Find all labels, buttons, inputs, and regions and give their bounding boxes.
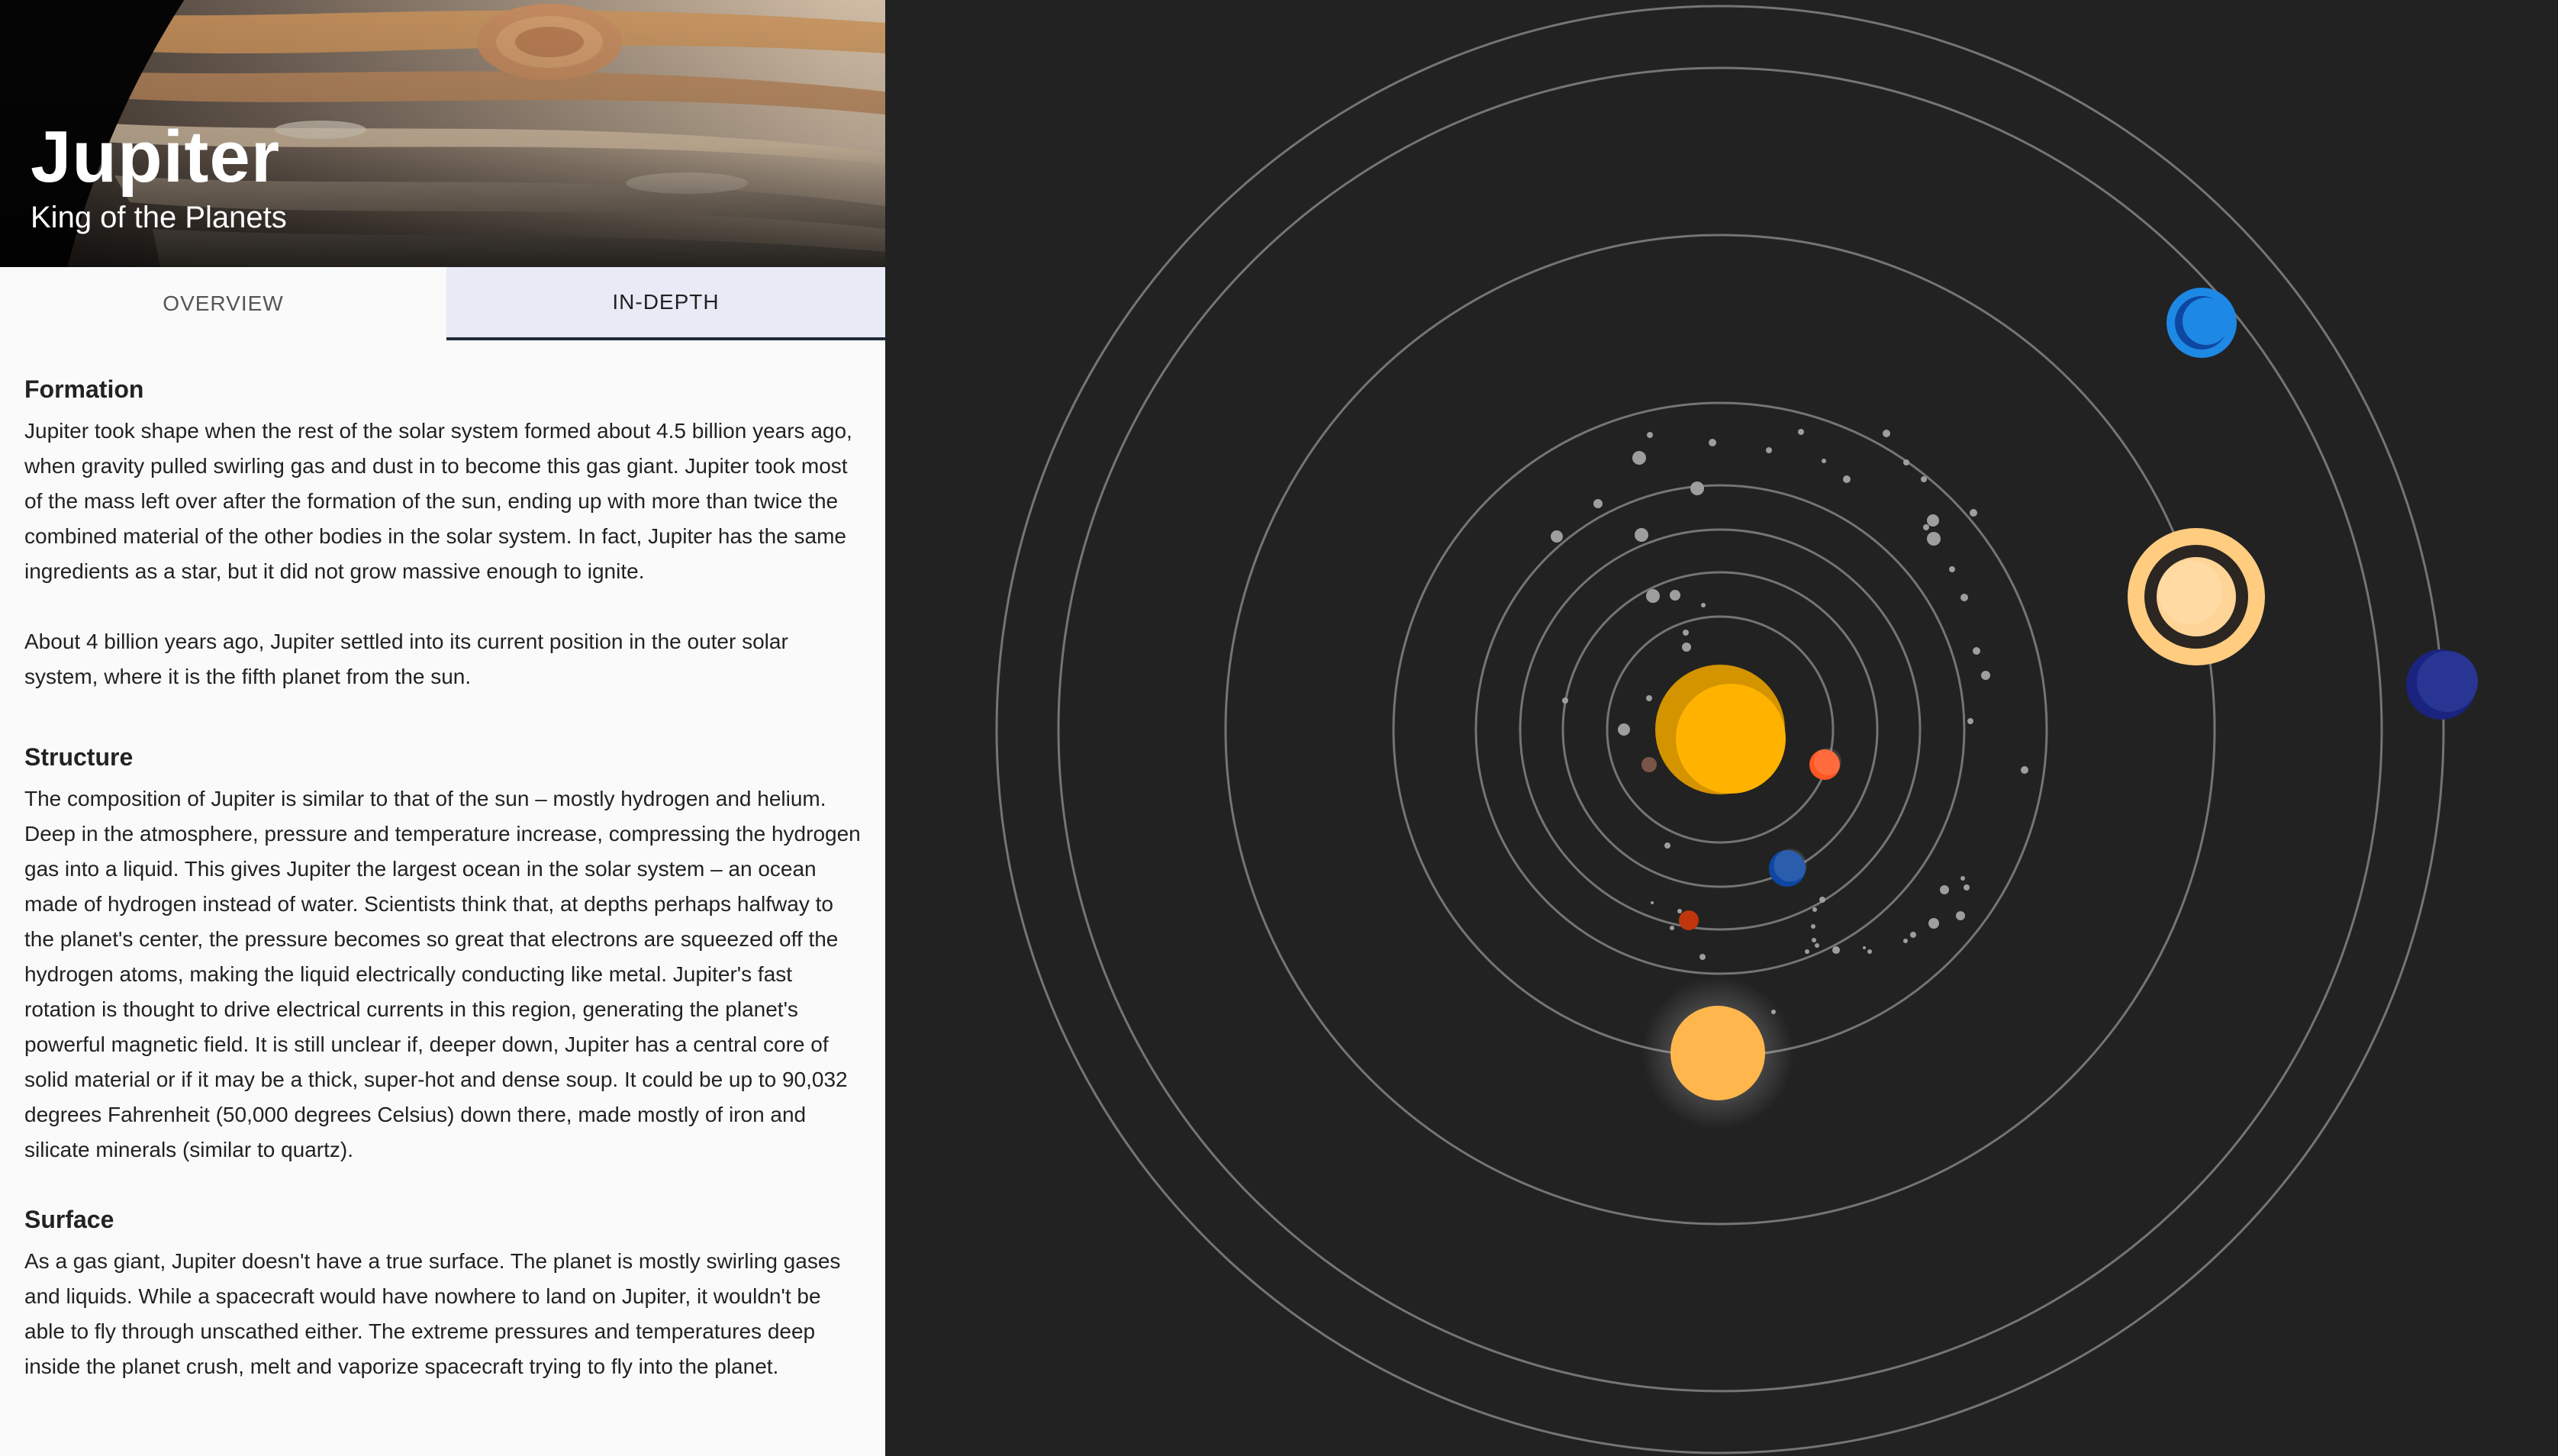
section-paragraph: As a gas giant, Jupiter doesn't have a t… (24, 1249, 841, 1378)
asteroid (1960, 594, 1968, 601)
orbit-ring (1561, 571, 1879, 888)
asteroid (1646, 695, 1652, 701)
planet-info-panel: Jupiter King of the Planets OVERVIEW IN-… (0, 0, 885, 1456)
tab-bar: OVERVIEW IN-DEPTH (0, 267, 885, 340)
asteroid (1956, 911, 1965, 920)
asteroid (1903, 939, 1908, 943)
asteroid (1651, 901, 1654, 904)
asteroid (1863, 946, 1866, 949)
asteroid (1551, 530, 1563, 543)
section-heading: Structure (24, 743, 134, 771)
asteroid (1940, 885, 1949, 894)
section-structure: Structure The composition of Jupiter is … (24, 742, 864, 1168)
planet-title: Jupiter (31, 116, 281, 198)
asteroid (1699, 954, 1706, 960)
asteroid (1923, 524, 1929, 530)
asteroid (1973, 647, 1980, 655)
tab-in-depth[interactable]: IN-DEPTH (446, 267, 885, 340)
asteroid (1883, 430, 1890, 437)
asteroid (1910, 932, 1916, 938)
planet-subtitle: King of the Planets (31, 201, 287, 234)
asteroid (1632, 451, 1646, 465)
asteroid (1970, 509, 1977, 517)
asteroid (1670, 926, 1674, 930)
asteroid (1682, 643, 1691, 652)
asteroid (1832, 946, 1840, 954)
asteroid (1562, 697, 1568, 704)
tab-overview[interactable]: OVERVIEW (0, 267, 446, 340)
asteroid-belt (1551, 429, 2028, 1014)
solar-system-diagram (995, 5, 2478, 1454)
asteroid (1646, 589, 1660, 603)
asteroid (1677, 909, 1682, 913)
asteroid (1815, 943, 1819, 948)
section-surface: Surface As a gas giant, Jupiter doesn't … (24, 1204, 864, 1384)
asteroid (1709, 439, 1716, 446)
in-depth-content: Formation Jupiter took shape when the re… (24, 340, 864, 1419)
asteroid (1819, 897, 1825, 903)
section-paragraph: Jupiter took shape when the rest of the … (24, 419, 852, 583)
orbit-ring (1519, 528, 1922, 931)
asteroid (1701, 603, 1706, 607)
asteroid (1766, 447, 1772, 453)
orbit-ring (1474, 484, 1966, 975)
asteroid (1967, 718, 1973, 724)
asteroid (1928, 918, 1939, 929)
asteroid (1635, 528, 1648, 542)
asteroid (1647, 432, 1653, 438)
uranus-planet[interactable] (2167, 288, 2237, 358)
asteroid (1927, 532, 1941, 546)
earth-planet[interactable] (1769, 849, 1807, 887)
mercury-planet[interactable] (1641, 757, 1657, 772)
asteroid (1843, 475, 1851, 483)
section-heading: Surface (24, 1206, 114, 1233)
saturn-planet[interactable] (2128, 528, 2265, 665)
asteroid (1593, 499, 1603, 508)
section-heading: Formation (24, 375, 144, 403)
asteroid (1683, 630, 1689, 636)
jupiter-image (0, 0, 885, 267)
asteroid (1811, 924, 1815, 929)
orbit-ring (995, 5, 2445, 1454)
sun[interactable] (1655, 665, 1786, 794)
asteroid (1670, 590, 1680, 601)
asteroid (1690, 482, 1704, 495)
asteroid (1618, 723, 1630, 736)
orbit-rings (995, 5, 2445, 1454)
asteroid (1664, 842, 1670, 849)
section-paragraph: The composition of Jupiter is similar to… (24, 787, 861, 1161)
asteroid (1812, 938, 1816, 942)
asteroid (1822, 459, 1826, 463)
planet-hero-banner: Jupiter King of the Planets (0, 0, 885, 267)
asteroid (1927, 514, 1939, 527)
asteroid (1981, 671, 1990, 680)
asteroid (2021, 766, 2028, 774)
section-formation: Formation Jupiter took shape when the re… (24, 374, 864, 694)
asteroid (1960, 876, 1965, 881)
asteroid (1921, 476, 1927, 482)
asteroid (1812, 907, 1817, 912)
asteroid (1949, 566, 1955, 572)
asteroid (1798, 429, 1804, 435)
jupiter-planet[interactable] (1641, 977, 1794, 1129)
solar-system-view (885, 0, 2558, 1456)
mars-planet[interactable] (1679, 910, 1699, 930)
venus-planet[interactable] (1809, 748, 1841, 780)
orbit-ring (1057, 66, 2383, 1393)
neptune-planet[interactable] (2406, 649, 2478, 720)
section-paragraph: About 4 billion years ago, Jupiter settl… (24, 630, 788, 688)
asteroid (1964, 884, 1970, 891)
asteroid (1805, 949, 1809, 954)
orbit-ring (1224, 234, 2216, 1226)
asteroid (1903, 459, 1909, 465)
asteroid (1867, 949, 1872, 954)
planets (1641, 288, 2478, 1129)
orbit-ring (1606, 615, 1835, 844)
